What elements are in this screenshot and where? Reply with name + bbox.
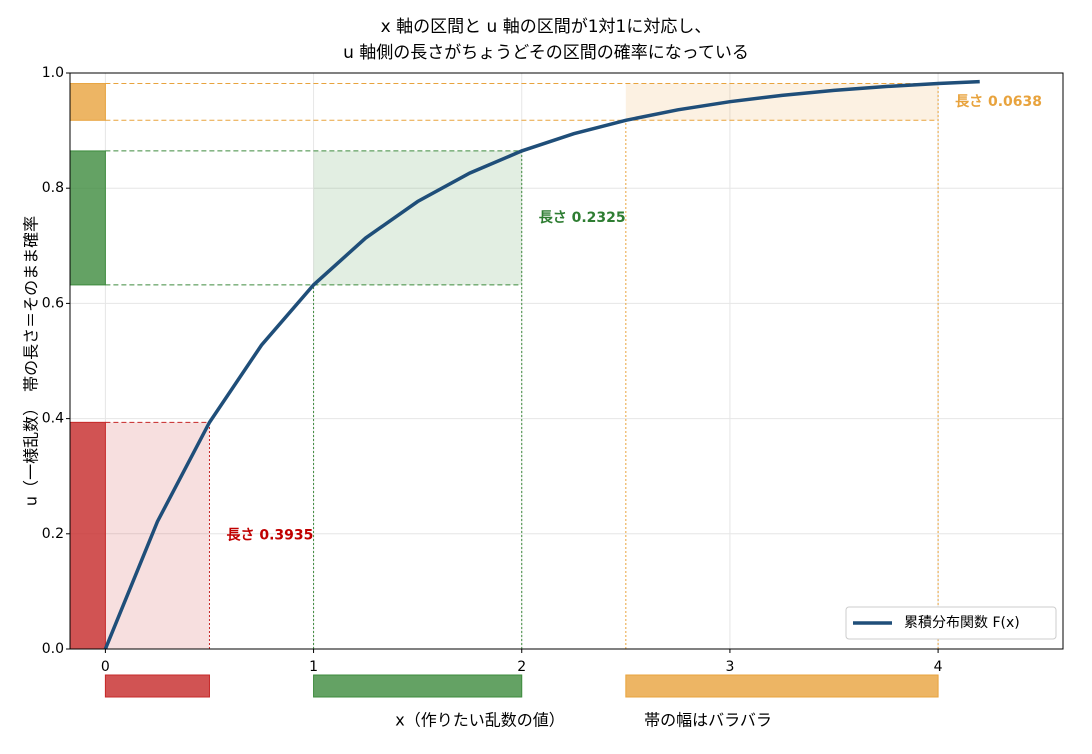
y-tick-label: 0.6 xyxy=(42,295,64,311)
x-tick-label: 1 xyxy=(309,659,318,675)
y-tick-label: 0.0 xyxy=(42,641,64,657)
y-tick-label: 0.2 xyxy=(42,526,64,542)
chart-title: x 軸の区間と u 軸の区間が1対1に対応し、 xyxy=(381,17,712,37)
plot-frame xyxy=(69,72,1064,650)
band-label: 長さ 0.2325 xyxy=(539,210,626,226)
x-strip xyxy=(625,674,939,698)
band-label: 長さ 0.0638 xyxy=(955,94,1042,110)
x-axis-label: x（作りたい乱数の値） xyxy=(395,711,564,730)
u-strip xyxy=(69,150,106,286)
band-area xyxy=(105,422,210,649)
u-strip xyxy=(69,421,106,650)
x-tick-label: 0 xyxy=(101,659,110,675)
band-area xyxy=(625,83,939,121)
band-area xyxy=(313,150,522,285)
x-note: 帯の幅はバラバラ xyxy=(644,711,772,730)
x-tick-label: 3 xyxy=(725,659,734,675)
y-tick-label: 1.0 xyxy=(42,65,64,81)
band-label: 長さ 0.3935 xyxy=(226,528,313,544)
x-tick-label: 4 xyxy=(934,659,943,675)
cdf-line xyxy=(103,79,980,650)
u-strip xyxy=(69,83,106,121)
legend-label: 累積分布関数 F(x) xyxy=(904,615,1020,631)
legend-box xyxy=(845,606,1057,640)
x-tick-label: 2 xyxy=(517,659,526,675)
y-tick-label: 0.4 xyxy=(42,411,64,427)
chart-title: u 軸側の長さがちょうどその区間の確率になっている xyxy=(343,43,749,63)
y-axis-label: u（一様乱数） 帯の長さ＝そのまま確率 xyxy=(22,216,41,506)
y-tick-label: 0.8 xyxy=(42,180,64,196)
x-strip xyxy=(313,674,523,698)
x-strip xyxy=(104,674,210,698)
